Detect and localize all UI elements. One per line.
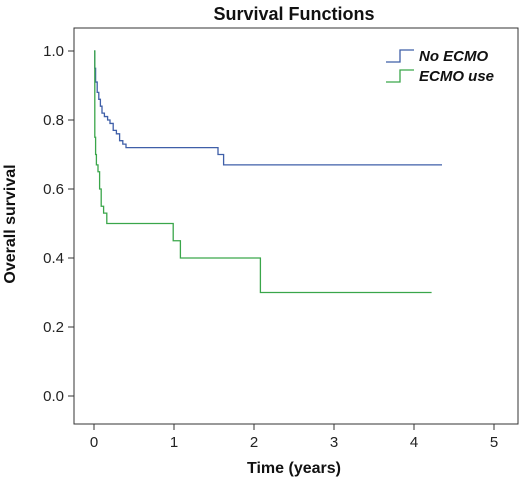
y-axis-title: Overall survival <box>2 164 19 283</box>
y-tick-label: 0.2 <box>43 319 64 336</box>
tick-group: 0 1 2 3 4 5 0.0 0.2 0.4 0.6 0.8 1.0 <box>43 43 498 451</box>
plot-frame <box>73 27 519 425</box>
y-tick-label: 0.6 <box>43 181 64 198</box>
x-tick-label: 3 <box>330 434 338 451</box>
y-tick-label: 0.0 <box>43 388 64 405</box>
y-tick-label: 1.0 <box>43 43 64 60</box>
legend-swatch-0 <box>386 49 414 63</box>
y-tick-label: 0.8 <box>43 112 64 129</box>
series-line-1 <box>94 50 432 294</box>
x-tick-label: 0 <box>90 434 98 451</box>
series-group <box>94 50 442 294</box>
legend: No ECMO ECMO use <box>386 48 494 85</box>
legend-label-1: ECMO use <box>419 68 494 85</box>
x-tick-label: 1 <box>170 434 178 451</box>
x-tick-label: 2 <box>250 434 258 451</box>
legend-label-0: No ECMO <box>419 48 488 65</box>
series-line-0 <box>94 50 442 166</box>
x-tick-label: 5 <box>490 434 498 451</box>
x-tick-label: 4 <box>410 434 418 451</box>
legend-swatch-1 <box>386 69 414 83</box>
x-axis-title: Time (years) <box>247 460 341 477</box>
y-tick-label: 0.4 <box>43 250 64 267</box>
chart-title: Survival Functions <box>213 4 374 24</box>
